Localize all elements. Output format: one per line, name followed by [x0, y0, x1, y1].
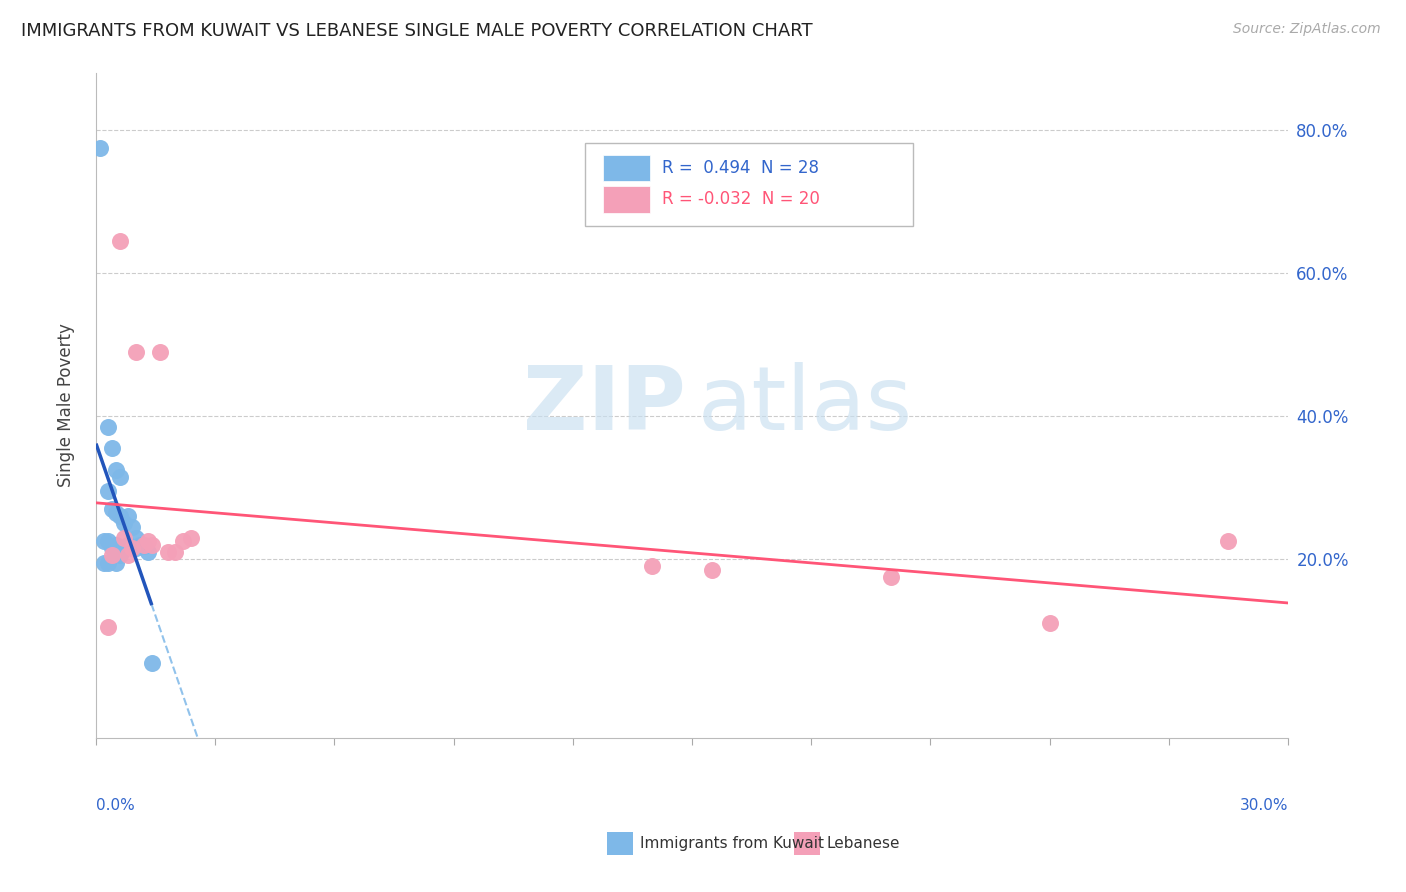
Point — [93, 534, 115, 549]
Point — [121, 541, 143, 556]
Point — [97, 556, 120, 570]
Point — [128, 538, 150, 552]
Point — [104, 556, 127, 570]
Point — [700, 563, 723, 577]
Point — [1039, 616, 1062, 631]
Text: Immigrants from Kuwait: Immigrants from Kuwait — [640, 837, 824, 851]
Point — [101, 502, 124, 516]
Point — [125, 344, 148, 359]
Point — [141, 538, 163, 552]
Point — [101, 549, 124, 563]
Point — [104, 463, 127, 477]
FancyBboxPatch shape — [603, 154, 651, 181]
Point — [132, 538, 155, 552]
Point — [112, 516, 135, 531]
Point — [117, 549, 139, 563]
Text: 30.0%: 30.0% — [1240, 797, 1288, 813]
Point — [125, 541, 148, 556]
Point — [121, 520, 143, 534]
Text: R =  0.494  N = 28: R = 0.494 N = 28 — [662, 159, 820, 177]
Text: Lebanese: Lebanese — [827, 837, 900, 851]
Point — [97, 534, 120, 549]
Text: IMMIGRANTS FROM KUWAIT VS LEBANESE SINGLE MALE POVERTY CORRELATION CHART: IMMIGRANTS FROM KUWAIT VS LEBANESE SINGL… — [21, 22, 813, 40]
Point — [108, 509, 131, 524]
Point — [1218, 534, 1240, 549]
Point — [97, 620, 120, 634]
Point — [132, 539, 155, 553]
Point — [97, 484, 120, 499]
Text: 0.0%: 0.0% — [96, 797, 135, 813]
Text: R = -0.032  N = 20: R = -0.032 N = 20 — [662, 190, 820, 209]
Point — [141, 656, 163, 670]
Point — [101, 442, 124, 456]
Point — [108, 549, 131, 563]
Point — [108, 470, 131, 484]
Point — [136, 545, 159, 559]
Point — [879, 570, 901, 584]
Point — [125, 531, 148, 545]
Point — [149, 344, 172, 359]
Point — [97, 419, 120, 434]
Point — [180, 531, 202, 545]
Point — [165, 545, 187, 559]
Point — [112, 531, 135, 545]
Point — [108, 234, 131, 248]
Point — [89, 141, 111, 155]
Point — [93, 556, 115, 570]
Point — [641, 559, 664, 574]
Point — [104, 506, 127, 520]
Point — [121, 541, 143, 556]
Point — [101, 541, 124, 556]
FancyBboxPatch shape — [585, 143, 912, 226]
Point — [172, 534, 194, 549]
Point — [156, 545, 179, 559]
Text: Source: ZipAtlas.com: Source: ZipAtlas.com — [1233, 22, 1381, 37]
FancyBboxPatch shape — [603, 186, 651, 212]
Text: ZIP: ZIP — [523, 362, 686, 449]
Point — [117, 509, 139, 524]
Point — [117, 538, 139, 552]
Point — [136, 534, 159, 549]
Point — [104, 538, 127, 552]
Y-axis label: Single Male Poverty: Single Male Poverty — [58, 324, 75, 487]
Text: atlas: atlas — [697, 362, 912, 449]
